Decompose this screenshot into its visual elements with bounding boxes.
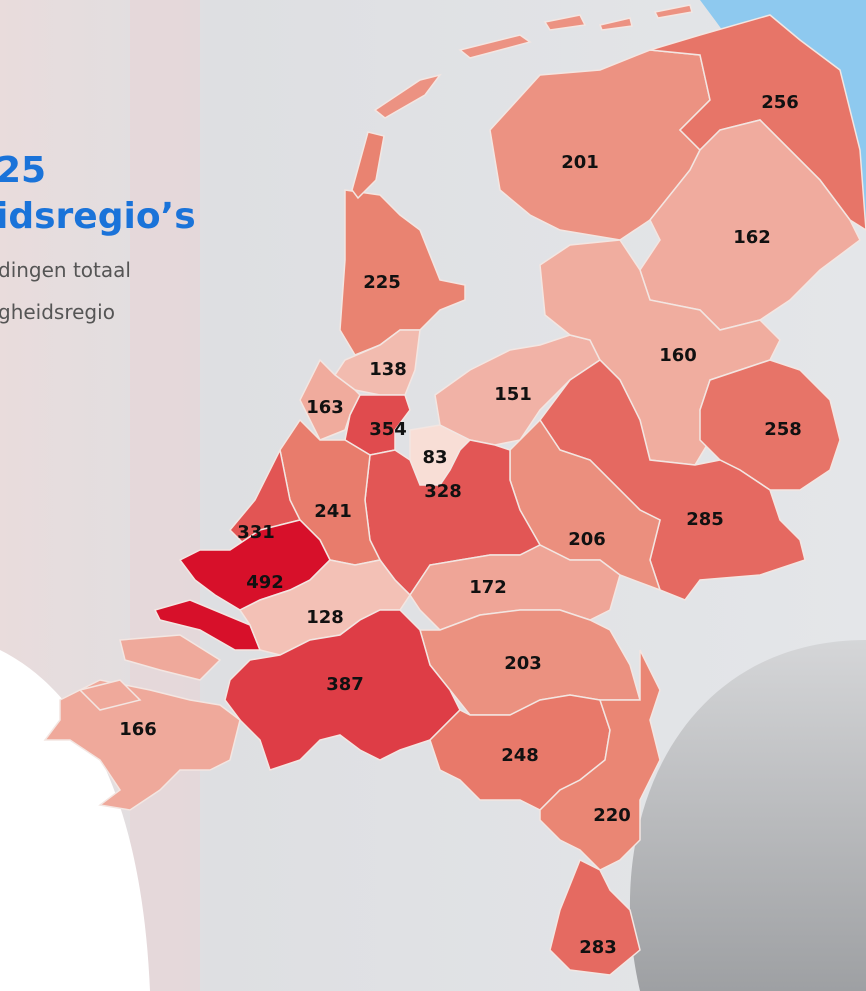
region-label: 151 bbox=[494, 384, 532, 405]
region-label: 256 bbox=[761, 92, 799, 113]
title-line: 25 bbox=[0, 150, 46, 191]
region-label: 248 bbox=[501, 745, 539, 766]
region-label: 241 bbox=[314, 501, 352, 522]
region-label: 138 bbox=[369, 359, 407, 380]
region-label: 201 bbox=[561, 152, 599, 173]
region-label: 258 bbox=[764, 419, 802, 440]
description-line: gheidsregio bbox=[0, 300, 115, 324]
region-label: 285 bbox=[686, 509, 724, 530]
region-label: 203 bbox=[504, 653, 542, 674]
region-label: 220 bbox=[593, 805, 631, 826]
region-label: 162 bbox=[733, 227, 771, 248]
region-label: 225 bbox=[363, 272, 401, 293]
region-label: 206 bbox=[568, 529, 606, 550]
background-band bbox=[130, 0, 200, 991]
region-label: 160 bbox=[659, 345, 697, 366]
region-label: 163 bbox=[306, 397, 344, 418]
region-label: 354 bbox=[369, 419, 407, 440]
map: 25 idsregio’s dingen totaal gheidsregio … bbox=[0, 0, 866, 991]
region-label: 166 bbox=[119, 719, 157, 740]
region-label: 331 bbox=[237, 522, 275, 543]
region-label: 283 bbox=[579, 937, 617, 958]
region-label: 83 bbox=[422, 447, 447, 468]
page: 25 idsregio’s dingen totaal gheidsregio … bbox=[0, 0, 866, 991]
region-label: 172 bbox=[469, 577, 507, 598]
description-line: dingen totaal bbox=[0, 258, 131, 282]
region-label: 328 bbox=[424, 481, 462, 502]
title-line: idsregio’s bbox=[0, 196, 196, 237]
region-label: 492 bbox=[246, 572, 284, 593]
region-label: 387 bbox=[326, 674, 364, 695]
region-label: 128 bbox=[306, 607, 344, 628]
